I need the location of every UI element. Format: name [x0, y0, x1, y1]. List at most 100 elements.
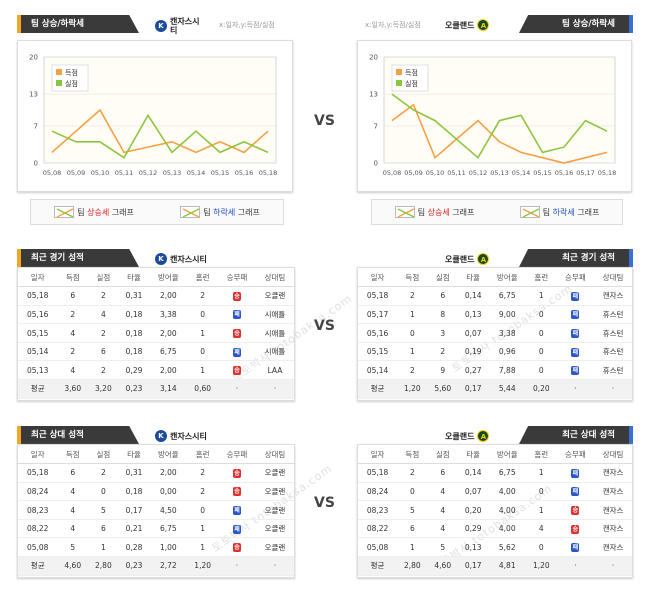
- x-tick-label: 05,17: [576, 169, 595, 177]
- table-cell: 05,16: [18, 305, 58, 325]
- result-cell: 승: [217, 286, 256, 306]
- legend-label: 실점: [405, 79, 418, 88]
- x-tick-label: 05,11: [115, 169, 134, 177]
- result-cell: 패: [556, 482, 595, 502]
- table-cell: 2,00: [149, 463, 188, 483]
- table-row: 05,15 4 2 0,18 2,00 1 승 시애틀: [18, 323, 294, 343]
- graph-banner-right: 팀 상승/하락세: [519, 15, 633, 33]
- legend-label: 득점: [65, 69, 78, 77]
- graph-banner-left: 팀 상승/하락세: [17, 15, 139, 33]
- table-cell: 2: [187, 286, 218, 306]
- x-tick-label: 05,16: [235, 169, 254, 177]
- table-cell: 2,00: [149, 286, 188, 306]
- table-cell: 5: [427, 537, 458, 558]
- average-cell: 1,20: [187, 556, 218, 576]
- column-header: 타율: [457, 268, 489, 288]
- column-header: 득점: [397, 445, 428, 465]
- table-cell: 캔자스: [594, 286, 632, 306]
- table-cell: 1: [526, 500, 557, 520]
- table-cell: 1: [526, 286, 557, 306]
- average-cell: 0,17: [457, 556, 489, 576]
- table-cell: 오클랜: [255, 500, 294, 520]
- result-cell: 패: [556, 323, 595, 343]
- average-cell: ·: [556, 379, 595, 399]
- recent-team-left: K 캔자스시티: [155, 253, 207, 265]
- table-cell: 1: [187, 360, 218, 381]
- table-cell: 08,23: [18, 500, 58, 520]
- recent-header-right: 오클랜드 A 최근 경기 성적: [357, 249, 633, 267]
- trend-up-icon: [394, 206, 415, 218]
- average-cell: 2,80: [88, 556, 119, 576]
- table-cell: 08,24: [358, 482, 398, 502]
- axis-hint-left: x:일자,y:득점/실점: [219, 21, 275, 29]
- recent-team-right: 오클랜드 A: [445, 253, 490, 265]
- table-cell: 오클랜: [255, 537, 294, 558]
- recent-header-left: 최근 경기 성적 K 캔자스시티: [17, 249, 295, 267]
- table-cell: 4: [57, 519, 89, 539]
- athletics-logo-icon: A: [477, 19, 490, 31]
- h2h-banner-right: 최근 상대 성적: [519, 426, 633, 444]
- table-cell: 캔자스: [594, 463, 632, 483]
- table-cell: 2: [427, 342, 458, 362]
- team-name-line2: 티: [170, 26, 178, 35]
- h2h-team-right: 오클랜드 A: [445, 430, 490, 442]
- table-cell: 0,29: [457, 519, 489, 539]
- x-tick-label: 05,15: [211, 169, 230, 177]
- table-row: 05,18 2 6 0,14 6,75 1 패 캔자스: [358, 463, 632, 483]
- loss-badge: 패: [571, 487, 580, 497]
- y-tick-label: 7: [34, 122, 38, 130]
- table-cell: 6: [57, 286, 89, 306]
- loss-badge: 패: [571, 310, 580, 320]
- table-cell: 0,18: [118, 342, 150, 362]
- average-cell: 1,20: [526, 556, 557, 576]
- table-cell: 4: [57, 323, 89, 343]
- table-row: 05,16 2 4 0,18 3,38 0 패 시애틀: [18, 305, 294, 325]
- table-cell: 4: [88, 305, 119, 325]
- recent-table-right-box: 일자 득점 실점 타율 방어율 홈런 승무패 상대팀 05,18 2 6 0,14 6,75 1 패 캔자스 0…: [357, 267, 633, 401]
- loss-badge: 패: [232, 347, 241, 357]
- recent-table-left-box: 일자 득점 실점 타율 방어율 홈런 승무패 상대팀 05,18 6 2 0,31 2,00 2 승 오클랜 0…: [17, 267, 295, 401]
- table-cell: 0: [187, 342, 218, 362]
- average-cell: 5,60: [427, 379, 458, 399]
- legend-bar-left: 팀 상승세 그래프 팀 하락세 그래프: [30, 199, 284, 225]
- x-tick-label: 05,13: [163, 169, 182, 177]
- y-tick-label: 0: [34, 160, 38, 168]
- result-cell: 승: [556, 500, 595, 520]
- chart-left: 0 7 13 20 05,08 05,09 05,10 05,11 05,12 05,13 05,1…: [17, 40, 293, 192]
- table-cell: 2: [57, 305, 89, 325]
- table-cell: 0: [526, 360, 557, 381]
- graph-header-right: x:일자,y:득점/실점 오클랜드 A 팀 상승/하락세: [357, 15, 633, 33]
- column-header: 방어율: [488, 268, 527, 288]
- table-cell: 0,00: [149, 482, 188, 502]
- x-tick-label: 05,14: [187, 169, 206, 177]
- table-cell: 0,13: [457, 305, 489, 325]
- column-header: 득점: [397, 268, 428, 288]
- table-cell: 0,28: [118, 537, 150, 558]
- table-row: 08,24 4 0 0,18 0,00 2 승 오클랜: [18, 482, 294, 502]
- x-tick-label: 05,11: [447, 169, 466, 177]
- column-header: 일자: [18, 445, 58, 465]
- table-cell: 08,24: [18, 482, 58, 502]
- h2h-banner-left: 최근 상대 성적: [17, 426, 139, 444]
- legend-up-right: 팀 상승세 그래프: [394, 206, 474, 218]
- average-cell: 0,17: [457, 379, 489, 399]
- table-cell: 3: [427, 323, 458, 343]
- graph-header-left: 팀 상승/하락세 K 캔자스시 티 x:일자,y:득점/실점: [17, 15, 295, 35]
- h2h-table-right: 일자 득점 실점 타율 방어율 홈런 승무패 상대팀 05,18 2 6 0,14 6,75 1 패 캔자스 0…: [358, 445, 632, 576]
- average-cell: 3,60: [57, 379, 89, 399]
- table-cell: 0: [526, 482, 557, 502]
- table-cell: 0,07: [457, 323, 489, 343]
- average-cell: 3,20: [88, 379, 119, 399]
- table-cell: 캔자스: [594, 482, 632, 502]
- column-header: 방어율: [488, 445, 527, 465]
- loss-badge: 패: [571, 291, 580, 301]
- legend-swatch: [56, 80, 62, 86]
- table-cell: 1: [397, 342, 428, 362]
- table-cell: 시애틀: [255, 323, 294, 343]
- table-cell: 08,22: [18, 519, 58, 539]
- column-header: 타율: [118, 268, 150, 288]
- table-cell: 9,00: [488, 305, 527, 325]
- column-header: 방어율: [149, 268, 188, 288]
- table-cell: 2: [397, 463, 428, 483]
- vs-label-recent: VS: [314, 318, 335, 334]
